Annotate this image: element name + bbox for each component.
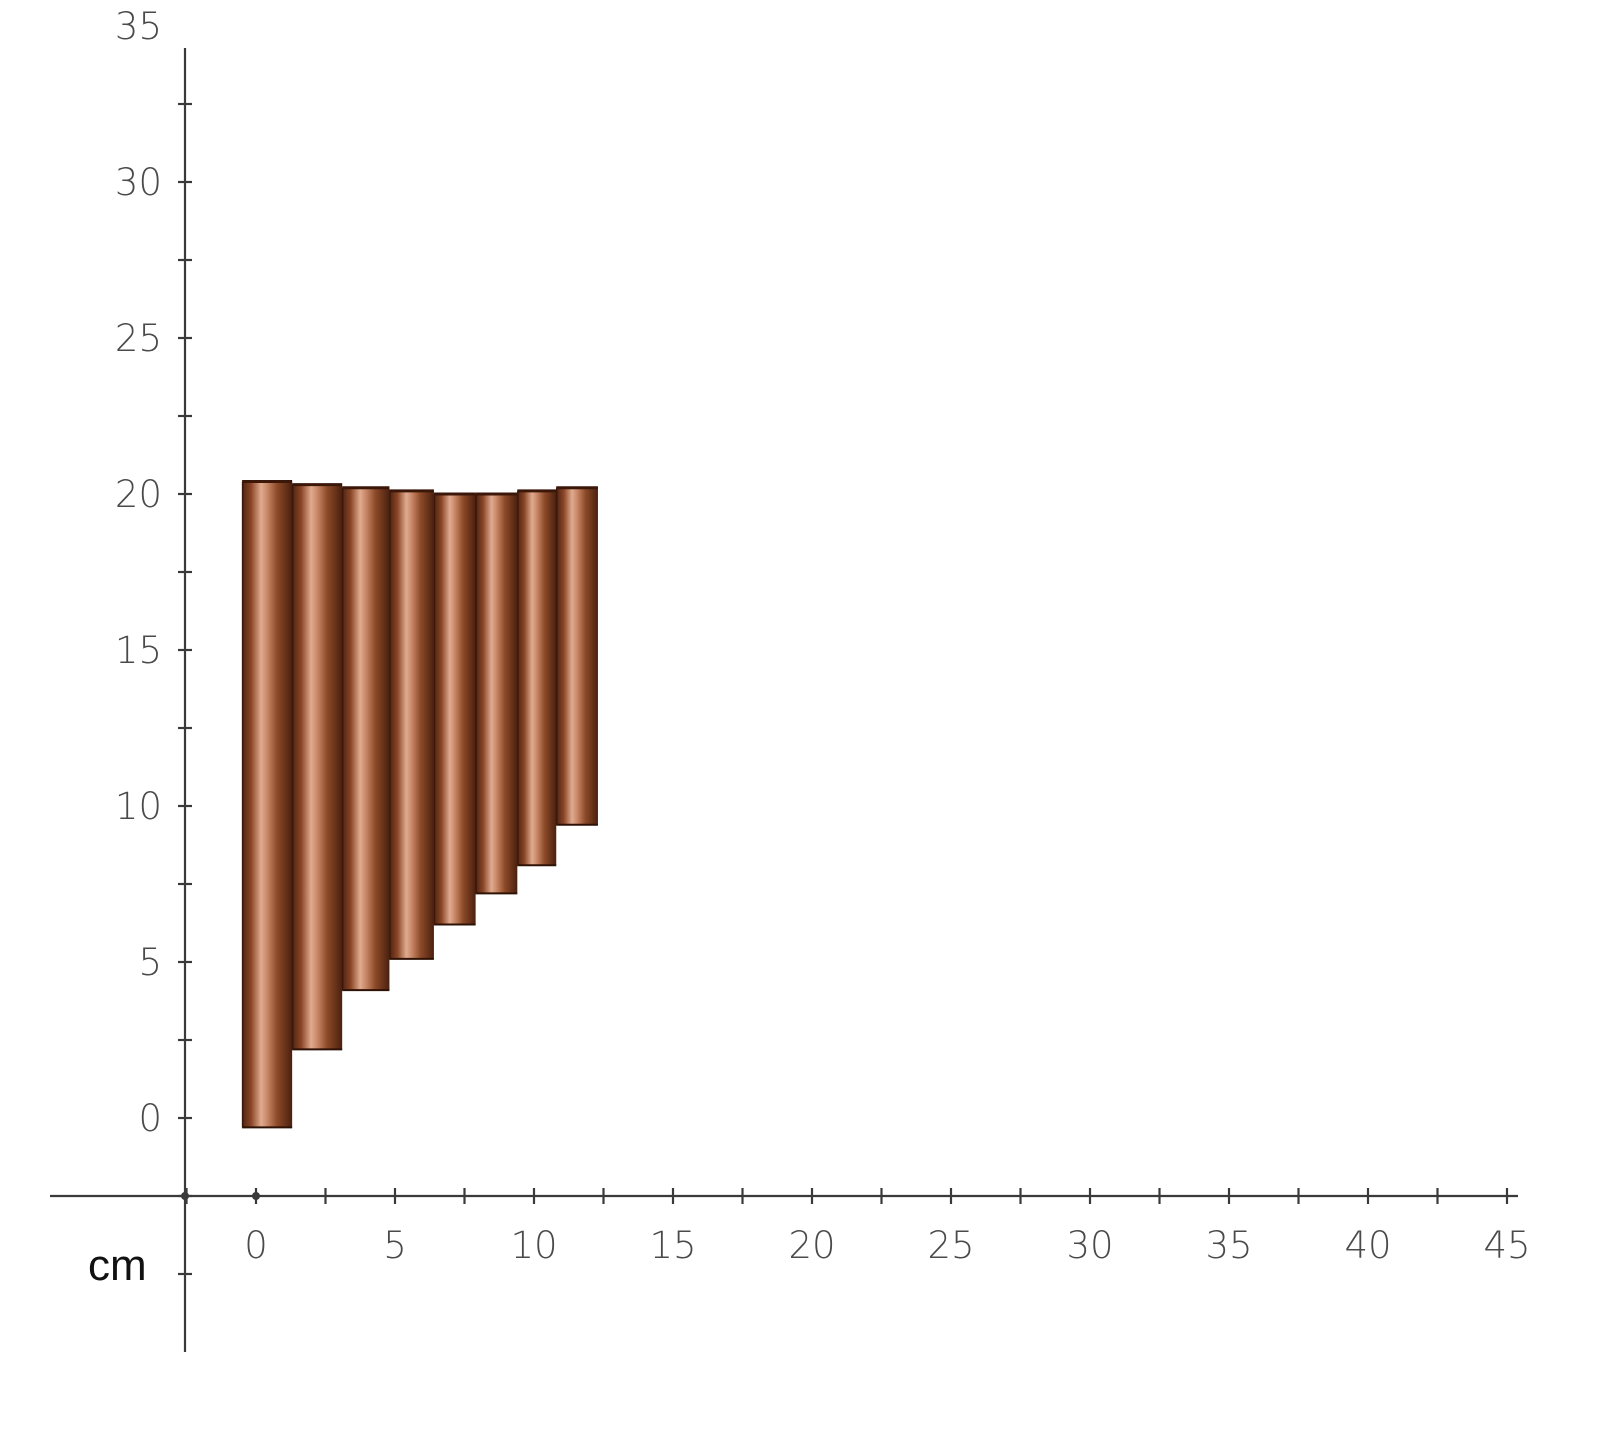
pipe-body: [242, 481, 293, 1128]
pipe: [389, 489, 434, 960]
pipe-body: [292, 484, 343, 1050]
pipe-body: [517, 490, 557, 866]
y-tick-label: 5: [138, 941, 162, 984]
pipe-body: [433, 494, 476, 925]
y-tick-label: 20: [115, 473, 162, 516]
x-tick-label: 30: [1066, 1224, 1113, 1267]
x-tick-label: 15: [649, 1224, 696, 1267]
y-tick-label: 10: [115, 785, 162, 828]
x-tick-label: 5: [383, 1224, 407, 1267]
pipe-body: [475, 494, 518, 894]
pan-flute-pipes: [241, 480, 598, 1129]
x-tick-label: 40: [1344, 1224, 1391, 1267]
pipe-body: [556, 487, 598, 825]
pipe: [555, 486, 598, 826]
tick-marks: [178, 102, 1509, 1276]
tick-labels: 0 5 10 15 20 25 30 35 40 45 0 5 10 15 20 25 30 35: [115, 5, 1531, 1267]
y-tick-label: 25: [115, 317, 162, 360]
unit-label: cm: [88, 1241, 147, 1290]
y-tick-label: 0: [138, 1097, 162, 1140]
x-tick-label: 25: [927, 1224, 974, 1267]
pipe: [433, 492, 476, 926]
pipe: [341, 486, 390, 992]
pipe: [475, 492, 518, 895]
pipe-body: [389, 490, 434, 959]
pipe: [517, 489, 557, 867]
x-tick-label: 20: [788, 1224, 835, 1267]
x-tick-label: 45: [1483, 1224, 1530, 1267]
y-tick-label: 35: [115, 5, 162, 48]
x-tick-label: 0: [244, 1224, 268, 1267]
x-tick-label: 35: [1205, 1224, 1252, 1267]
y-tick-label: 30: [115, 161, 162, 204]
x-tick-label: 10: [510, 1224, 557, 1267]
pipe: [241, 480, 293, 1129]
y-tick-label: 15: [115, 629, 162, 672]
pipe: [291, 483, 343, 1051]
pipe-body: [342, 487, 390, 991]
